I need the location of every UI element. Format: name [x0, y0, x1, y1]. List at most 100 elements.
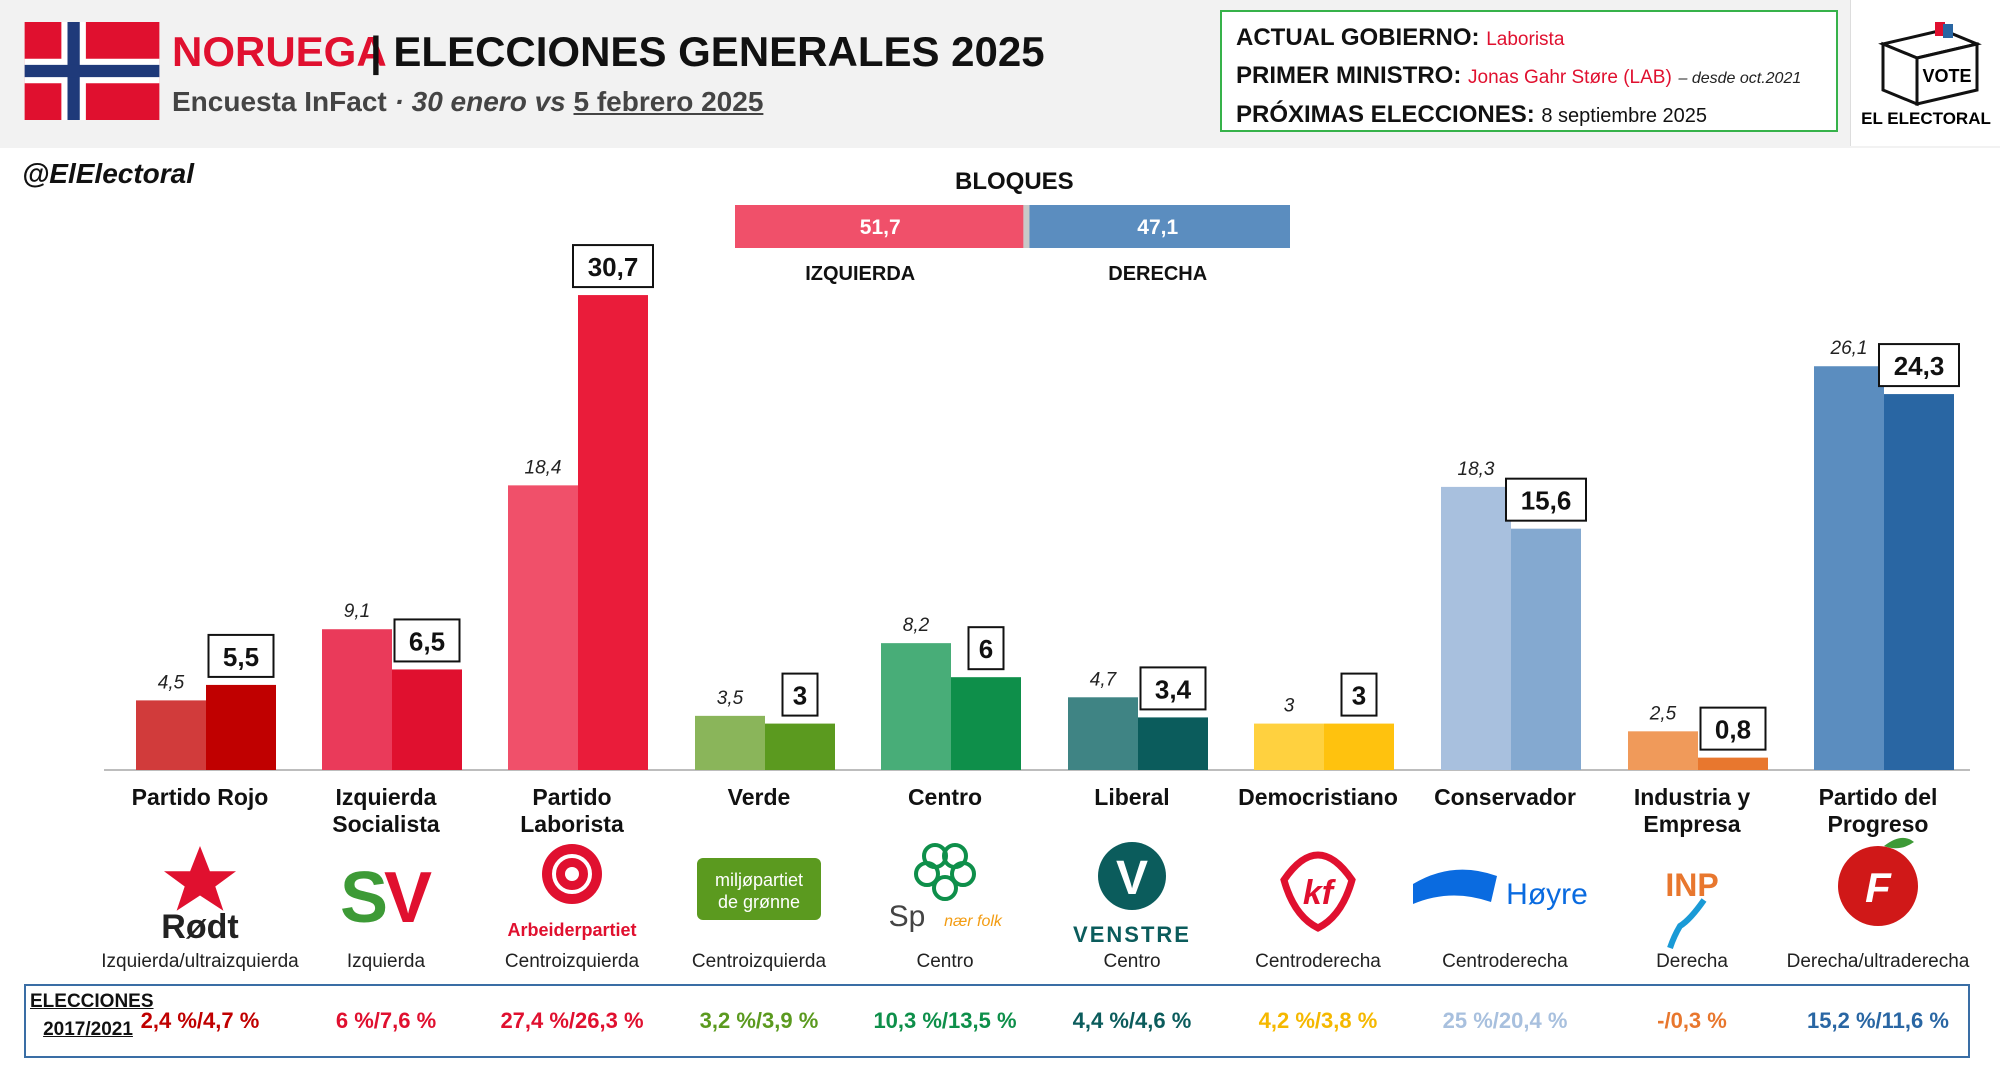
elections-label-1: ELECCIONES	[30, 991, 154, 1012]
bar-new	[206, 684, 276, 770]
party-ideology: Izquierda/ultraizquierda	[101, 951, 299, 972]
bar-new	[1884, 394, 1954, 770]
elections-label: ELECCIONES 2017/2021	[30, 988, 154, 1044]
gov-label: ACTUAL GOBIERNO:	[1236, 24, 1480, 51]
sp-logo-icon: Sp nær folk	[889, 843, 1003, 933]
party-name: Conservador	[1434, 784, 1576, 810]
bar-prev	[508, 485, 578, 770]
party-ideology: Centro	[916, 951, 974, 972]
page-title: | ELECCIONES GENERALES 2025	[370, 28, 1045, 75]
party-ideology: Centro	[1103, 951, 1161, 972]
bloc-left-label: IZQUIERDA	[805, 263, 915, 285]
venstre-text: VENSTRE	[1073, 922, 1191, 947]
subtitle-sep: ·	[386, 86, 412, 117]
party-name: Verde	[727, 784, 791, 810]
bar-prev	[322, 629, 392, 770]
data-label-new: 6,5	[409, 626, 445, 656]
party-ideology: Derecha/ultraderecha	[1786, 951, 1970, 972]
data-label-box	[572, 244, 654, 289]
party-name: Izquierda Socialista	[332, 784, 440, 837]
elections-value: 3,2 %/3,9 %	[699, 1008, 819, 1033]
bar-new	[1324, 723, 1394, 770]
data-label-new: 15,6	[1521, 486, 1572, 516]
venstre-logo-icon: V VENSTRE	[1073, 842, 1191, 947]
info-box: ACTUAL GOBIERNO: Laborista PRIMER MINIST…	[1220, 10, 1838, 132]
bar-new	[392, 669, 462, 770]
frp-logo-icon: F	[1838, 837, 1918, 926]
data-label-prev: 26,1	[1830, 338, 1868, 359]
elections-value: 15,2 %/11,6 %	[1807, 1008, 1949, 1033]
data-label-prev: 4,7	[1090, 669, 1118, 690]
rodt-logo-icon: Rødt	[161, 846, 239, 946]
bar-new	[765, 723, 835, 770]
venstre-v: V	[1116, 852, 1148, 905]
data-label-box	[1699, 706, 1767, 751]
arbeiderpartiet-logo-icon: Arbeiderpartiet	[507, 844, 637, 940]
bloques-title: BLOQUES	[955, 168, 1074, 195]
bar-prev	[1814, 366, 1884, 770]
party-ideology: Centroizquierda	[504, 951, 640, 972]
data-label-prev: 3,5	[717, 688, 744, 709]
bar-prev	[1068, 697, 1138, 770]
data-label-prev: 3	[1284, 696, 1295, 717]
party-name: Partido Rojo	[131, 784, 269, 810]
data-label-new: 6	[979, 634, 993, 664]
party-name: Industria y Empresa	[1633, 784, 1751, 837]
elections-value: 25 %/20,4 %	[1442, 1008, 1568, 1033]
elections-label-2: 2017/2021	[43, 1019, 133, 1040]
krf-text: kf	[1303, 874, 1337, 912]
data-label-new: 30,7	[588, 252, 639, 282]
hoyre-logo-icon: Høyre	[1413, 869, 1588, 911]
rodt-text: Rødt	[161, 908, 238, 946]
vote-text: VOTE	[1922, 66, 1971, 86]
elections-value: 2,4 %/4,7 %	[140, 1008, 260, 1033]
elections-value: 4,4 %/4,6 %	[1072, 1008, 1192, 1033]
bar-new	[1698, 757, 1768, 770]
data-label-prev: 2,5	[1649, 703, 1677, 724]
handle: @ElElectoral	[22, 158, 195, 189]
data-label-box	[1878, 343, 1960, 388]
sv-s: S	[340, 858, 388, 938]
elections-value: 6 %/7,6 %	[335, 1008, 437, 1033]
party-name: Democristiano	[1238, 784, 1398, 810]
data-label-prev: 9,1	[344, 601, 370, 622]
next-label: PRÓXIMAS ELECCIONES:	[1236, 101, 1535, 128]
party-ideology: Centroderecha	[1255, 951, 1381, 972]
party-ideology: Izquierda	[346, 951, 426, 972]
data-label-box	[967, 626, 1005, 671]
pm-value: Jonas Gahr Støre (LAB)	[1468, 67, 1672, 88]
bar-prev	[1628, 731, 1698, 770]
subtitle: Encuesta InFact · 30 enero vs 5 febrero …	[172, 86, 763, 118]
data-label-box	[781, 672, 819, 717]
inp-logo-icon: INP	[1665, 867, 1719, 949]
krf-logo-icon: kf	[1280, 851, 1356, 932]
data-label-new: 0,8	[1715, 715, 1751, 745]
bar-prev	[136, 700, 206, 770]
elections-value: 10,3 %/13,5 %	[873, 1008, 1017, 1033]
data-label-box	[1340, 672, 1378, 717]
next-value: 8 septiembre 2025	[1541, 105, 1708, 127]
ap-text: Arbeiderpartiet	[507, 920, 636, 940]
sp-text: Sp	[889, 900, 926, 933]
bloc-right-value: 47,1	[1137, 216, 1178, 239]
elections-value: 27,4 %/26,3 %	[500, 1008, 644, 1033]
hoyre-text: Høyre	[1506, 878, 1588, 911]
data-label-prev: 18,4	[525, 457, 562, 478]
sv-v: V	[384, 858, 432, 938]
elections-value: -/0,3 %	[1657, 1008, 1727, 1033]
bloc-right-bar	[1029, 205, 1290, 248]
party-ideology: Derecha	[1656, 951, 1728, 972]
bloc-left-bar	[735, 205, 1024, 248]
party-name: Partido del Progreso	[1818, 784, 1938, 837]
elections-row	[24, 984, 1970, 1058]
data-label-new: 24,3	[1894, 351, 1945, 381]
bar-new	[578, 295, 648, 770]
bar-prev	[1441, 486, 1511, 770]
norway-flag-icon	[24, 22, 160, 120]
mdg-text-2: de grønne	[718, 892, 800, 912]
brand-name: EL ELECTORAL	[1861, 109, 1991, 128]
data-label-prev: 4,5	[158, 672, 185, 693]
pm-label: PRIMER MINISTRO:	[1236, 62, 1462, 89]
mdg-text-1: miljøpartiet	[715, 870, 803, 890]
